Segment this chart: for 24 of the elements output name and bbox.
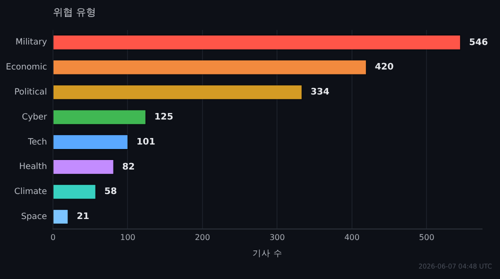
y-tick-label: Tech [26, 137, 47, 148]
y-tick-label: Climate [14, 187, 47, 198]
x-tick-label: 200 [194, 233, 210, 242]
y-tick-label: Space [21, 212, 47, 222]
data-label: 125 [154, 112, 174, 122]
y-tick-label: Political [14, 87, 47, 98]
y-tick-label: Cyber [22, 112, 48, 122]
data-label: 21 [76, 212, 90, 222]
data-label: 101 [136, 137, 156, 148]
data-label: 420 [374, 62, 394, 73]
x-tick-label: 500 [419, 233, 434, 242]
y-tick-label: Health [19, 162, 47, 172]
x-tick-label: 0 [50, 233, 56, 242]
x-axis-title: 기사 수 [252, 249, 282, 260]
data-label: 82 [122, 162, 135, 172]
data-label: 546 [469, 38, 488, 48]
chart-title: 위협 유형 [53, 8, 96, 19]
data-label: 334 [310, 88, 330, 98]
x-tick-label: 100 [120, 233, 136, 242]
x-tick-label: 300 [270, 233, 285, 242]
x-tick-label: 400 [344, 233, 360, 242]
data-label: 58 [104, 187, 117, 198]
y-tick-label: Economic [6, 62, 48, 73]
y-tick-label: Military [16, 38, 47, 48]
